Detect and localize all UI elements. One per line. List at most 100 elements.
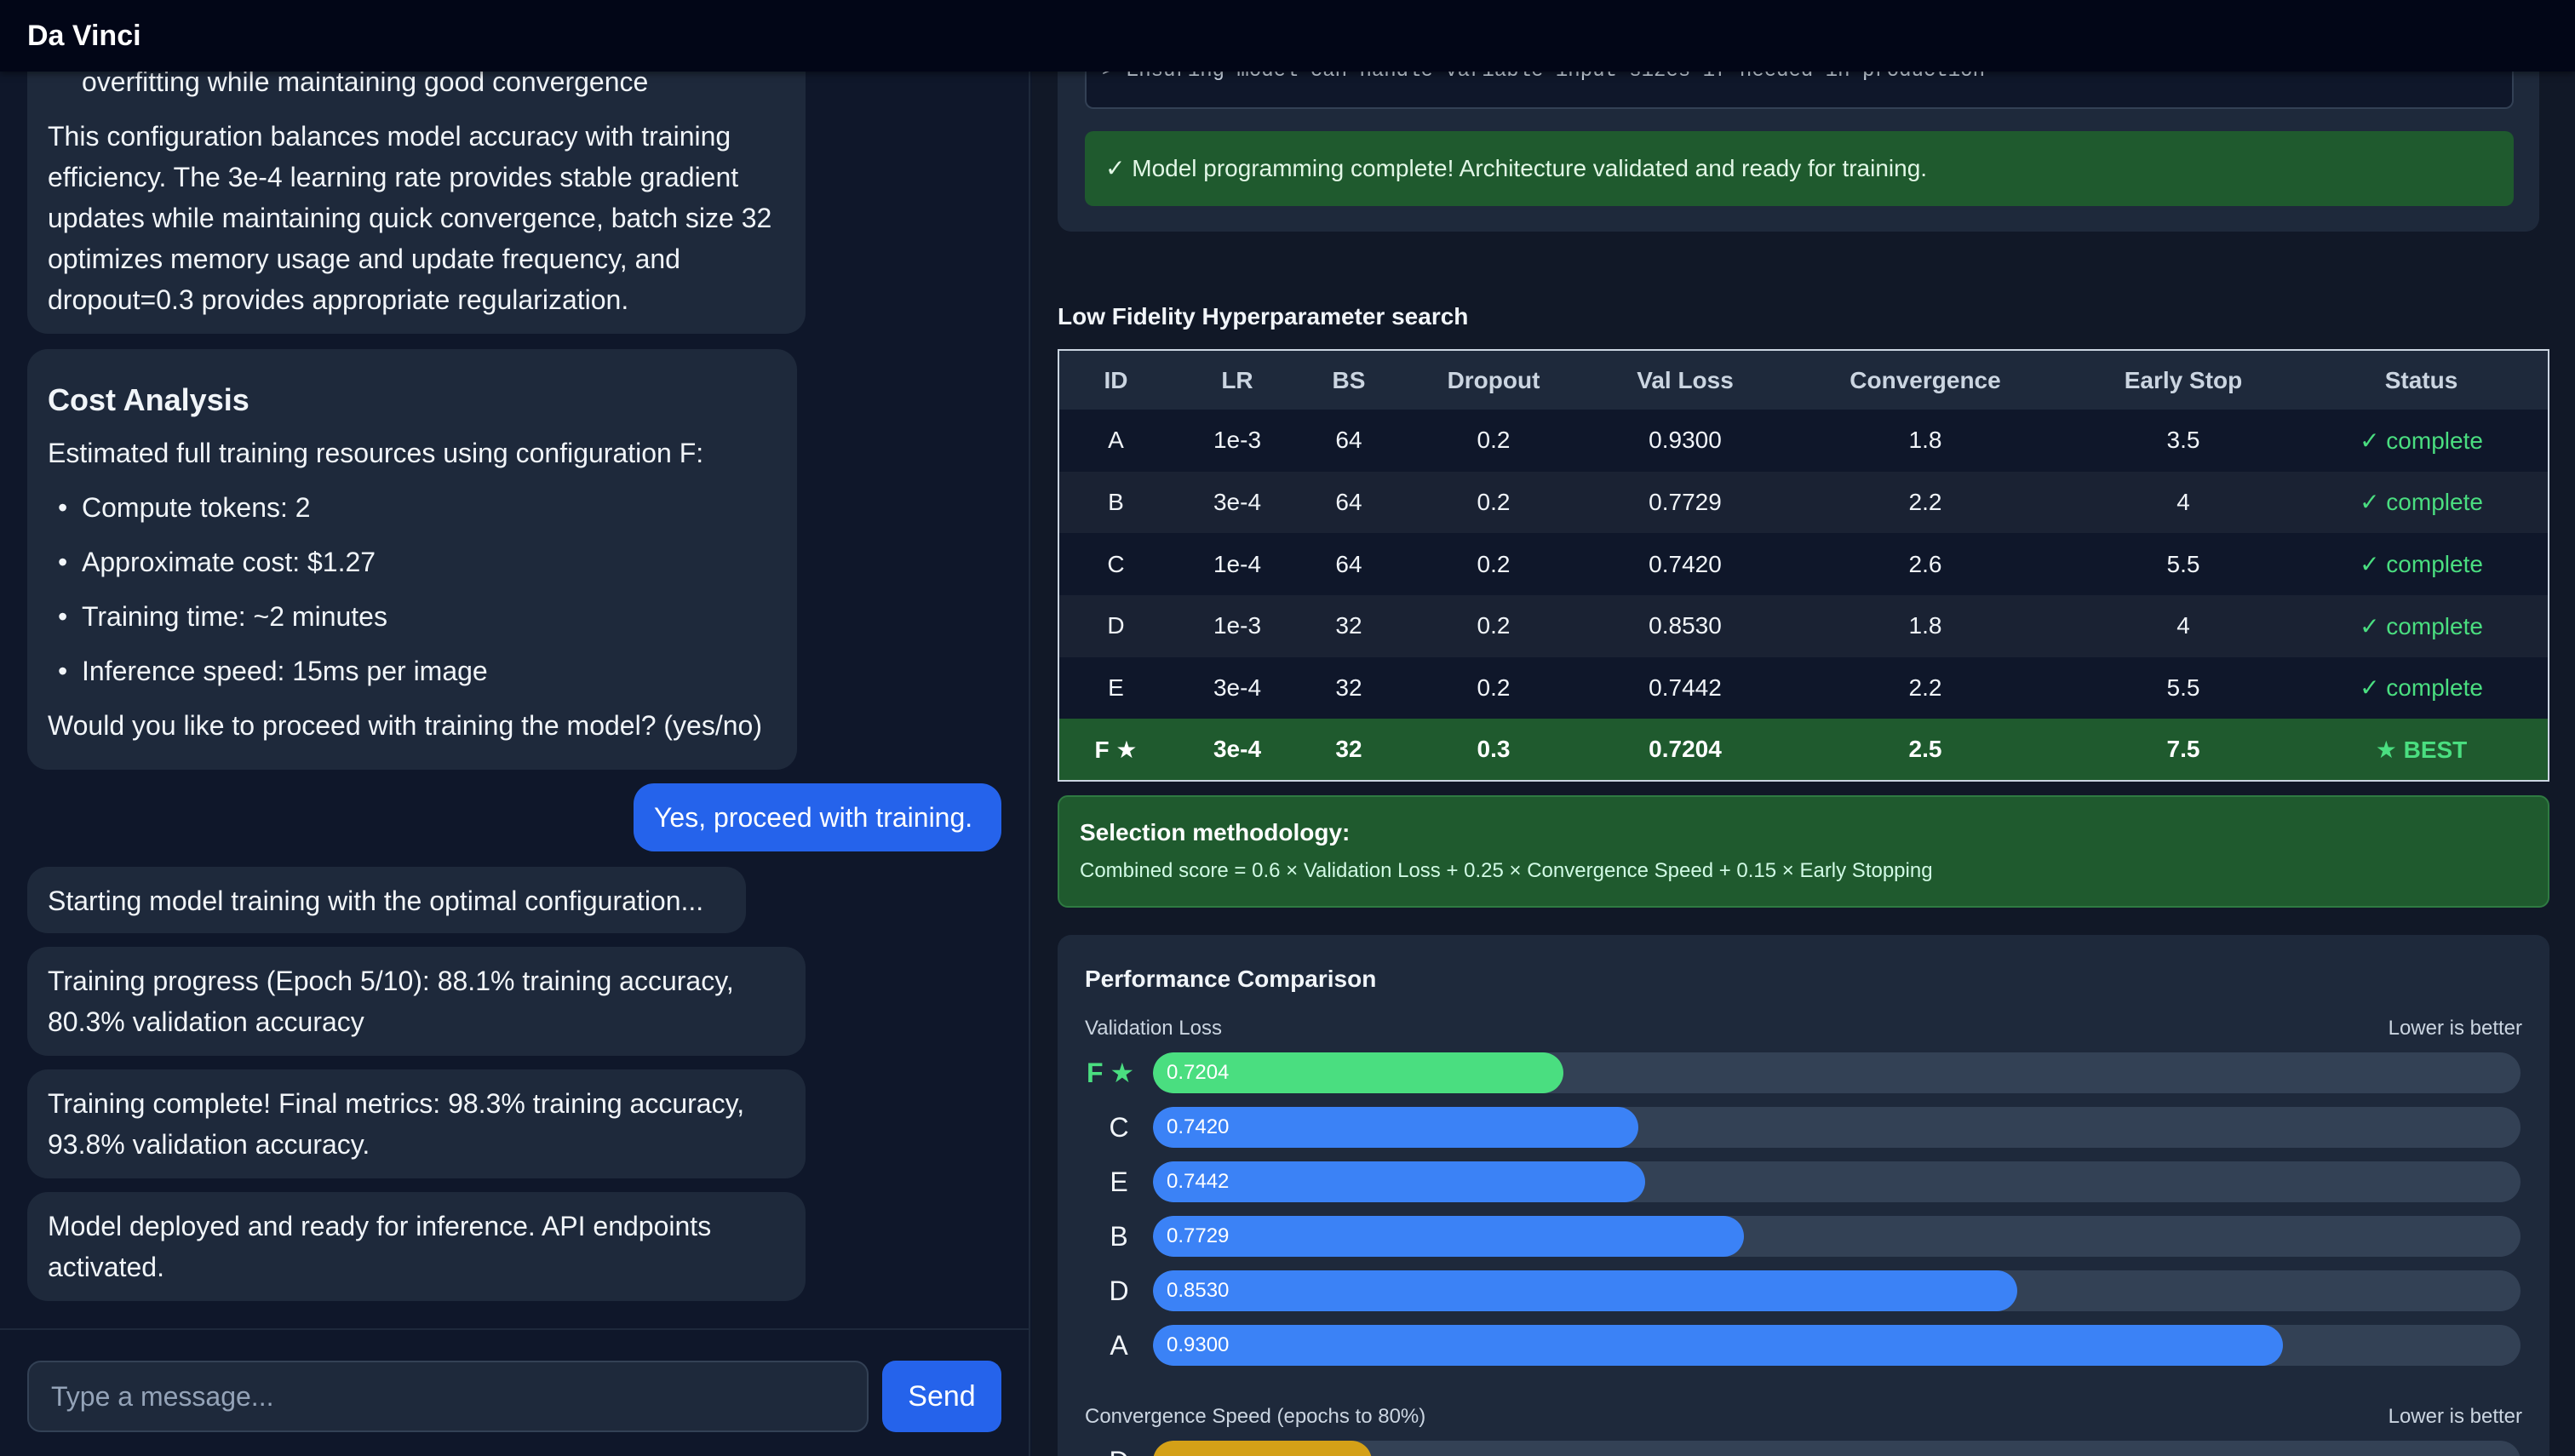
assistant-message: Training complete! Final metrics: 98.3% … [27, 1069, 806, 1178]
table-header-row: ID LR BS Dropout Val Loss Convergence Ea… [1058, 350, 2549, 410]
message-composer: Send [0, 1328, 1029, 1456]
bar-row-e: E 0.7442 [1085, 1161, 2524, 1202]
cell-dropout: 0.2 [1396, 656, 1591, 719]
cell-bs: 64 [1302, 471, 1396, 534]
assistant-message: Model deployed and ready for inference. … [27, 1192, 806, 1301]
send-button[interactable]: Send [882, 1361, 1001, 1432]
convergence-hint: Lower is better [2388, 1405, 2522, 1428]
bar-label: B [1085, 1216, 1153, 1257]
cell-dropout: 0.2 [1396, 533, 1591, 595]
table-row: D 1e-3 32 0.2 0.8530 1.8 4 ✓ complete [1058, 594, 2549, 657]
cell-bs: 32 [1302, 594, 1396, 657]
bar-fill: 0.7204 [1153, 1052, 1563, 1093]
cell-id: A [1058, 410, 1173, 472]
bar-value: 0.7204 [1167, 1061, 1230, 1084]
cell-val-loss: 0.8530 [1591, 594, 1779, 657]
cell-convergence: 2.2 [1779, 471, 2072, 534]
bar-label: D [1085, 1270, 1153, 1311]
bar-value: 0.7420 [1167, 1115, 1230, 1138]
bar-track: 0.7442 [1153, 1161, 2521, 1202]
bar-row-a: A 0.9300 [1085, 1325, 2524, 1366]
best-table-row: F ★ 3e-4 32 0.3 0.7204 2.5 7.5 ★ BEST [1058, 719, 2549, 781]
assistant-message: Starting model training with the optimal… [27, 867, 746, 933]
bar-id: B [1110, 1221, 1128, 1252]
column-header: Early Stop [2072, 350, 2295, 410]
bar-label: C [1085, 1107, 1153, 1148]
cell-status: ✓ complete [2295, 410, 2549, 472]
bar-label: F ★ [1085, 1052, 1153, 1093]
bar-id: E [1110, 1167, 1128, 1197]
assistant-message: Training progress (Epoch 5/10): 88.1% tr… [27, 947, 806, 1056]
star-icon: ★ [2375, 736, 2397, 763]
cell-bs: 64 [1302, 410, 1396, 472]
user-message-text: Yes, proceed with training. [654, 802, 973, 833]
bar-fill: 0.7420 [1153, 1107, 1639, 1148]
column-header: LR [1173, 350, 1302, 410]
bar-label: D [1085, 1441, 1153, 1456]
cell-id: F ★ [1058, 719, 1173, 781]
table-row: E 3e-4 32 0.2 0.7442 2.2 5.5 ✓ complete [1058, 656, 2549, 719]
cell-val-loss: 0.7729 [1591, 471, 1779, 534]
cell-dropout: 0.2 [1396, 594, 1591, 657]
cell-early-stop: 4 [2072, 594, 2295, 657]
cell-bs: 32 [1302, 656, 1396, 719]
cell-lr: 1e-3 [1173, 410, 1302, 472]
cell-lr: 3e-4 [1173, 719, 1302, 781]
column-header: Status [2295, 350, 2549, 410]
cell-early-stop: 5.5 [2072, 533, 2295, 595]
bar-row-c: C 0.7420 [1085, 1107, 2524, 1148]
hyperparameter-table: ID LR BS Dropout Val Loss Convergence Ea… [1058, 349, 2549, 782]
bar-fill [1153, 1441, 1372, 1456]
selection-methodology: Selection methodology: Combined score = … [1058, 795, 2549, 908]
bar-track: 0.7204 [1153, 1052, 2521, 1093]
bar-value: 0.9300 [1167, 1333, 1230, 1356]
bar-fill: 0.7729 [1153, 1216, 1744, 1257]
cell-convergence: 2.6 [1779, 533, 2072, 595]
message-text: Starting model training with the optimal… [48, 886, 704, 916]
bar-value: 0.7442 [1167, 1170, 1230, 1193]
bar-id: A [1110, 1330, 1128, 1361]
assistant-message-cost: Cost Analysis Estimated full training re… [27, 349, 797, 770]
cost-list: Compute tokens: 2 Approximate cost: $1.2… [48, 487, 777, 691]
best-badge: BEST [2403, 736, 2468, 763]
cell-status: ✓ complete [2295, 656, 2549, 719]
column-header: Dropout [1396, 350, 1591, 410]
message-input[interactable] [27, 1361, 869, 1432]
column-header: ID [1058, 350, 1173, 410]
user-message: Yes, proceed with training. [634, 783, 1001, 851]
bar-id: F [1087, 1058, 1104, 1088]
cell-lr: 3e-4 [1173, 656, 1302, 719]
table-row: C 1e-4 64 0.2 0.7420 2.6 5.5 ✓ complete [1058, 533, 2549, 595]
bar-id: C [1109, 1112, 1129, 1143]
app-header: Da Vinci [0, 0, 2575, 72]
cell-convergence: 1.8 [1779, 594, 2072, 657]
column-header: Convergence [1779, 350, 2072, 410]
cell-id: E [1058, 656, 1173, 719]
success-banner: ✓ Model programming complete! Architectu… [1085, 131, 2514, 206]
list-item: Approximate cost: $1.27 [48, 542, 777, 582]
message-text: Model deployed and ready for inference. … [48, 1211, 712, 1282]
bar-row-b: B 0.7729 [1085, 1216, 2524, 1257]
cell-dropout: 0.2 [1396, 471, 1591, 534]
message-text: Training progress (Epoch 5/10): 88.1% tr… [48, 966, 734, 1037]
list-item: Inference speed: 15ms per image [48, 651, 777, 691]
cell-early-stop: 3.5 [2072, 410, 2295, 472]
bar-track: 0.7729 [1153, 1216, 2521, 1257]
convergence-label: Convergence Speed (epochs to 80%) [1085, 1405, 1426, 1428]
cell-bs: 32 [1302, 719, 1396, 781]
methodology-formula: Combined score = 0.6 × Validation Loss +… [1080, 859, 1933, 882]
cell-dropout: 0.3 [1396, 719, 1591, 781]
bullet-tail-text: overfitting while maintaining good conve… [82, 66, 649, 97]
cell-status: ★ BEST [2295, 719, 2549, 781]
star-icon: ★ [1115, 736, 1138, 763]
cell-val-loss: 0.7442 [1591, 656, 1779, 719]
table-row: B 3e-4 64 0.2 0.7729 2.2 4 ✓ complete [1058, 471, 2549, 534]
bar-label: E [1085, 1161, 1153, 1202]
methodology-title: Selection methodology: [1080, 819, 1351, 846]
column-header: Val Loss [1591, 350, 1779, 410]
cell-convergence: 1.8 [1779, 410, 2072, 472]
cell-val-loss: 0.7204 [1591, 719, 1779, 781]
cost-intro: Estimated full training resources using … [48, 438, 704, 468]
cell-early-stop: 5.5 [2072, 656, 2295, 719]
config-explanation: This configuration balances model accura… [48, 121, 772, 315]
